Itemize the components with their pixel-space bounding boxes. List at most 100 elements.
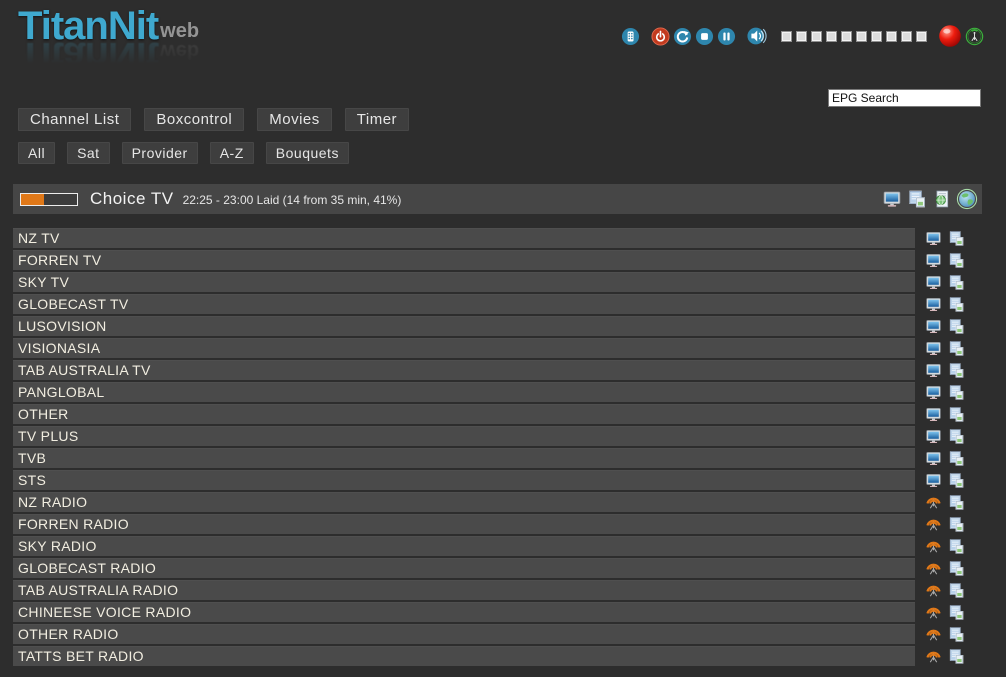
channel-row-button[interactable]: TAB AUSTRALIA RADIO	[13, 580, 915, 600]
tv-icon[interactable]	[924, 361, 943, 380]
epg-icon[interactable]	[947, 405, 966, 424]
pause-icon[interactable]	[717, 27, 736, 46]
radio-icon[interactable]	[924, 603, 943, 622]
epg-icon[interactable]	[947, 625, 966, 644]
epg-icon[interactable]	[947, 647, 966, 666]
epg-icon[interactable]	[947, 515, 966, 534]
volume-icon[interactable]	[747, 25, 769, 47]
filter-button[interactable]: A-Z	[209, 142, 254, 164]
stream-document-icon[interactable]	[931, 188, 953, 210]
channel-row-button[interactable]: STS	[13, 470, 915, 490]
epg-icon[interactable]	[947, 317, 966, 336]
tv-screen-icon[interactable]	[881, 188, 903, 210]
channel-row: TVB	[13, 448, 998, 468]
epg-icon[interactable]	[947, 581, 966, 600]
epg-icon[interactable]	[947, 229, 966, 248]
tv-icon[interactable]	[924, 405, 943, 424]
channel-row-button[interactable]: OTHER	[13, 404, 915, 424]
channel-row-button[interactable]: NZ TV	[13, 228, 915, 248]
radio-icon[interactable]	[924, 581, 943, 600]
nav-button[interactable]: Channel List	[18, 108, 132, 131]
epg-icon[interactable]	[947, 603, 966, 622]
epg-icon[interactable]	[947, 251, 966, 270]
volume-segment[interactable]	[811, 30, 822, 42]
epg-icon[interactable]	[947, 537, 966, 556]
channel-row-button[interactable]: TV PLUS	[13, 426, 915, 446]
epg-icon[interactable]	[947, 559, 966, 578]
tv-icon[interactable]	[924, 471, 943, 490]
channel-row: OTHER RADIO	[13, 624, 998, 644]
record-indicator-icon	[938, 24, 962, 48]
channel-row-button[interactable]: TATTS BET RADIO	[13, 646, 915, 666]
filter-button[interactable]: All	[18, 142, 56, 164]
tv-icon[interactable]	[924, 383, 943, 402]
channel-row-button[interactable]: SKY TV	[13, 272, 915, 292]
epg-icon[interactable]	[947, 449, 966, 468]
volume-segment[interactable]	[886, 30, 897, 42]
epg-icon[interactable]	[947, 471, 966, 490]
signal-antenna-icon[interactable]	[965, 27, 984, 46]
epg-list-icon[interactable]	[906, 188, 928, 210]
volume-segment[interactable]	[796, 30, 807, 42]
power-icon[interactable]	[651, 27, 670, 46]
tv-icon[interactable]	[924, 273, 943, 292]
filter-button[interactable]: Provider	[121, 142, 198, 164]
tv-icon[interactable]	[924, 339, 943, 358]
remote-control-icon[interactable]	[621, 27, 640, 46]
channel-row: TAB AUSTRALIA TV	[13, 360, 998, 380]
tv-icon[interactable]	[924, 317, 943, 336]
channel-row-button[interactable]: OTHER RADIO	[13, 624, 915, 644]
volume-segment[interactable]	[781, 30, 792, 42]
nav-button[interactable]: Boxcontrol	[144, 108, 245, 131]
channel-row-button[interactable]: SKY RADIO	[13, 536, 915, 556]
epg-icon[interactable]	[947, 361, 966, 380]
channel-row-icons	[924, 229, 966, 248]
tv-icon[interactable]	[924, 427, 943, 446]
epg-icon[interactable]	[947, 383, 966, 402]
tv-icon[interactable]	[924, 449, 943, 468]
radio-icon[interactable]	[924, 559, 943, 578]
volume-segment[interactable]	[826, 30, 837, 42]
volume-segment[interactable]	[841, 30, 852, 42]
channel-row-button[interactable]: GLOBECAST RADIO	[13, 558, 915, 578]
channel-row-button[interactable]: VISIONASIA	[13, 338, 915, 358]
filter-button[interactable]: Sat	[67, 142, 110, 164]
channel-row-button[interactable]: TVB	[13, 448, 915, 468]
radio-icon[interactable]	[924, 537, 943, 556]
stop-icon[interactable]	[695, 27, 714, 46]
channel-row-button[interactable]: NZ RADIO	[13, 492, 915, 512]
volume-segment[interactable]	[856, 30, 867, 42]
volume-segment[interactable]	[901, 30, 912, 42]
radio-icon[interactable]	[924, 493, 943, 512]
epg-icon[interactable]	[947, 427, 966, 446]
epg-icon[interactable]	[947, 493, 966, 512]
tv-icon[interactable]	[924, 229, 943, 248]
logo-reflection: TitanNit web	[18, 34, 200, 78]
radio-icon[interactable]	[924, 625, 943, 644]
channel-row-button[interactable]: LUSOVISION	[13, 316, 915, 336]
channel-row-button[interactable]: FORREN TV	[13, 250, 915, 270]
epg-icon[interactable]	[947, 295, 966, 314]
tv-icon[interactable]	[924, 251, 943, 270]
nav-button[interactable]: Movies	[257, 108, 332, 131]
epg-icon[interactable]	[947, 339, 966, 358]
web-globe-icon[interactable]	[956, 188, 978, 210]
epg-search-input[interactable]	[828, 89, 981, 107]
channel-row-button[interactable]: CHINEESE VOICE RADIO	[13, 602, 915, 622]
epg-icon[interactable]	[947, 273, 966, 292]
nav-button[interactable]: Timer	[344, 108, 410, 131]
channel-row-button[interactable]: TAB AUSTRALIA TV	[13, 360, 915, 380]
radio-icon[interactable]	[924, 515, 943, 534]
tv-icon[interactable]	[924, 295, 943, 314]
volume-segment[interactable]	[871, 30, 882, 42]
volume-segment[interactable]	[916, 30, 927, 42]
filter-button[interactable]: Bouquets	[265, 142, 349, 164]
channel-row-button[interactable]: GLOBECAST TV	[13, 294, 915, 314]
channel-row-button[interactable]: FORREN RADIO	[13, 514, 915, 534]
channel-row: GLOBECAST TV	[13, 294, 998, 314]
app-logo: TitanNit web TitanNit web	[18, 6, 200, 78]
restart-icon[interactable]	[673, 27, 692, 46]
radio-icon[interactable]	[924, 647, 943, 666]
channel-row-button[interactable]: PANGLOBAL	[13, 382, 915, 402]
